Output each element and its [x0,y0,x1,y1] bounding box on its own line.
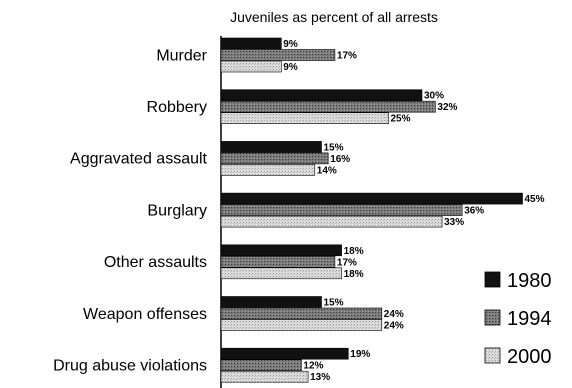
bar-drug-abuse-violations-2000 [220,370,309,383]
legend-label-1980: 1980 [507,270,552,292]
bar-robbery-1994 [220,100,436,113]
category-labels: Murder Robbery Aggravated assault Burglary O… [53,47,208,374]
category-label-other-assaults: Other assaults [104,254,207,271]
value-label-other-assaults-1980: 18% [344,246,364,257]
chart-title: Juveniles as percent of all arrests [230,9,438,25]
value-label-burglary-1980: 45% [525,194,545,205]
value-label-weapon-offenses-1994: 24% [384,309,404,320]
value-label-drug-abuse-violations-1994: 12% [303,361,323,372]
value-label-burglary-2000: 33% [444,217,464,228]
bar-other-assaults-1994 [220,255,336,268]
bar-aggravated-assault-1980 [220,141,322,153]
value-label-other-assaults-2000: 18% [344,269,364,280]
bar-drug-abuse-violations-1980 [220,347,349,360]
value-label-robbery-1980: 30% [424,91,444,102]
value-label-drug-abuse-violations-1980: 19% [350,349,370,360]
bar-robbery-2000 [220,112,389,124]
legend-swatch-1994 [484,309,501,326]
category-label-burglary: Burglary [147,202,207,219]
legend-swatch-2000 [484,347,501,364]
legend-swatch-1980 [484,271,501,288]
category-label-murder: Murder [156,47,207,64]
category-label-weapon-offenses: Weapon offenses [83,306,207,323]
bars-group [220,37,523,383]
value-label-robbery-1994: 32% [437,102,457,113]
value-label-weapon-offenses-2000: 24% [384,321,404,332]
bar-drug-abuse-violations-1994 [220,359,302,372]
bar-weapon-offenses-1980 [220,296,322,308]
value-label-murder-1980: 9% [283,39,298,50]
category-label-robbery: Robbery [147,99,207,116]
bar-other-assaults-1980 [220,244,342,257]
value-label-burglary-1994: 36% [464,206,484,217]
value-label-aggravated-assault-2000: 14% [317,165,337,176]
bar-weapon-offenses-1994 [220,307,383,320]
value-label-murder-1994: 17% [337,51,357,62]
bar-burglary-2000 [220,215,443,228]
bar-robbery-1980 [220,89,423,101]
bar-other-assaults-2000 [220,267,342,280]
legend-label-1994: 1994 [507,308,552,330]
bar-aggravated-assault-1994 [220,152,329,165]
value-label-other-assaults-1994: 17% [337,257,357,268]
value-label-aggravated-assault-1994: 16% [330,154,350,165]
value-labels: 9%17%9%30%32%25%15%16%14%45%36%33%18%17%… [283,39,544,383]
legend: 1980 1994 2000 [484,270,552,368]
bar-murder-1980 [220,37,282,50]
bar-murder-2000 [220,60,282,73]
value-label-drug-abuse-violations-2000: 13% [310,372,330,383]
value-label-aggravated-assault-1980: 15% [324,142,344,153]
value-label-murder-2000: 9% [283,62,298,73]
bar-burglary-1994 [220,204,463,216]
bar-burglary-1980 [220,192,523,205]
bar-weapon-offenses-2000 [220,319,383,331]
value-label-weapon-offenses-1980: 15% [324,298,344,309]
legend-label-2000: 2000 [507,346,552,368]
category-label-drug-abuse-violations: Drug abuse violations [53,357,207,374]
category-label-aggravated-assault: Aggravated assault [70,151,208,168]
bar-aggravated-assault-2000 [220,164,316,176]
value-label-robbery-2000: 25% [391,114,411,125]
bar-murder-1994 [220,49,336,61]
